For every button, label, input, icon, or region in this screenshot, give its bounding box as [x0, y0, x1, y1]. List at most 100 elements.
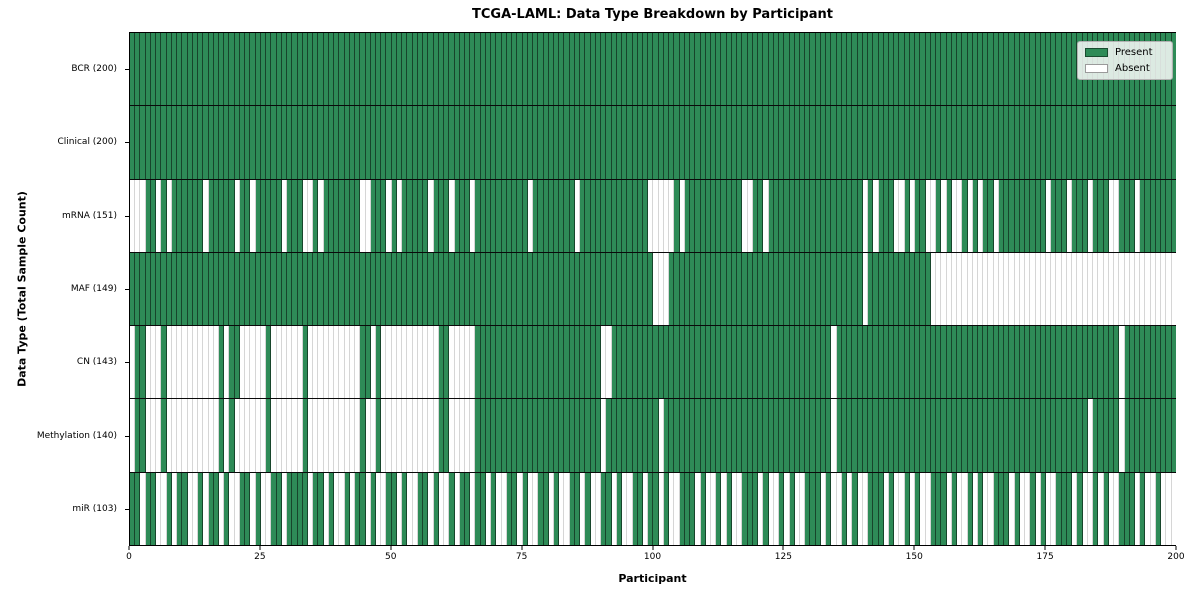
- heatmap-cell: [637, 179, 643, 252]
- heatmap-cell: [731, 179, 738, 252]
- heatmap-cell: [1004, 179, 1010, 252]
- heatmap-cell: [438, 252, 445, 326]
- heatmap-cell: [637, 33, 643, 106]
- heatmap-cell: [171, 472, 178, 545]
- heatmap-cell: [182, 472, 188, 545]
- heatmap-cell: [1114, 252, 1120, 326]
- heatmap-cell: [1171, 179, 1176, 252]
- heatmap-cell: [747, 179, 753, 252]
- heatmap-cell: [1051, 252, 1057, 326]
- heatmap-cell: [1140, 106, 1146, 179]
- heatmap-cell: [794, 472, 800, 545]
- heatmap-cell: [543, 252, 549, 326]
- heatmap-cell: [569, 399, 575, 472]
- heatmap-cell: [642, 106, 649, 179]
- heatmap-cell: [794, 179, 800, 252]
- heatmap-cell: [381, 252, 387, 326]
- heatmap-cell: [758, 472, 764, 545]
- heatmap-cell: [852, 252, 858, 326]
- heatmap-cell: [742, 399, 748, 472]
- heatmap-cell: [491, 106, 497, 179]
- heatmap-cell: [281, 472, 288, 545]
- heatmap-cell: [501, 106, 507, 179]
- heatmap-cell: [229, 326, 235, 399]
- heatmap-cell: [779, 326, 785, 399]
- x-tick-mark: [259, 546, 261, 550]
- heatmap-cell: [1046, 252, 1052, 326]
- heatmap-cell: [344, 326, 350, 399]
- heatmap-cell: [1082, 399, 1088, 472]
- heatmap-cell: [287, 33, 293, 106]
- heatmap-cell: [1066, 326, 1073, 399]
- heatmap-cell: [218, 472, 225, 545]
- heatmap-cell: [1004, 33, 1010, 106]
- heatmap-cell: [396, 399, 403, 472]
- heatmap-cell: [355, 399, 361, 472]
- heatmap-cell: [731, 326, 738, 399]
- heatmap-cell: [130, 106, 136, 179]
- heatmap-cell: [888, 179, 895, 252]
- heatmap-cell: [1166, 326, 1172, 399]
- heatmap-cell: [663, 33, 670, 106]
- heatmap-cell: [862, 106, 869, 179]
- heatmap-cell: [569, 252, 575, 326]
- heatmap-cell: [150, 326, 157, 399]
- heatmap-cell: [276, 179, 282, 252]
- heatmap-cell: [852, 179, 858, 252]
- heatmap-cell: [234, 179, 240, 252]
- heatmap-cell: [841, 106, 848, 179]
- heatmap-cell: [857, 106, 863, 179]
- heatmap-cell: [648, 399, 654, 472]
- heatmap-cell: [370, 472, 377, 545]
- heatmap-cell: [161, 252, 167, 326]
- heatmap-cell: [553, 399, 560, 472]
- heatmap-cell: [266, 399, 272, 472]
- y-tick-label-miR: miR (103): [72, 504, 117, 515]
- heatmap-cell: [1056, 179, 1062, 252]
- heatmap-cell: [585, 326, 591, 399]
- heatmap-cell: [763, 252, 769, 326]
- heatmap-cell: [318, 179, 324, 252]
- heatmap-cell: [485, 472, 492, 545]
- heatmap-cell: [130, 326, 136, 399]
- heatmap-cell: [208, 252, 214, 326]
- heatmap-cell: [857, 252, 863, 326]
- heatmap-cell: [946, 472, 952, 545]
- heatmap-cell: [674, 106, 680, 179]
- heatmap-cell: [512, 106, 518, 179]
- heatmap-cell: [156, 326, 162, 399]
- heatmap-cell: [402, 326, 408, 399]
- heatmap-cell: [559, 33, 565, 106]
- heatmap-cell: [1077, 252, 1083, 326]
- heatmap-cell: [161, 179, 167, 252]
- heatmap-cell: [946, 326, 952, 399]
- heatmap-cell: [967, 252, 973, 326]
- y-tick-mark: [125, 509, 129, 511]
- heatmap-cell: [376, 106, 382, 179]
- heatmap-cell: [674, 179, 680, 252]
- heatmap-cell: [998, 33, 1005, 106]
- heatmap-cell: [1161, 252, 1167, 326]
- heatmap-cell: [899, 326, 905, 399]
- heatmap-cell: [459, 399, 465, 472]
- heatmap-cell: [669, 472, 675, 545]
- heatmap-cell: [731, 399, 738, 472]
- heatmap-cell: [590, 399, 596, 472]
- heatmap-cell: [302, 179, 308, 252]
- heatmap-cell: [800, 472, 806, 545]
- heatmap-cell: [423, 106, 429, 179]
- heatmap-cell: [150, 472, 157, 545]
- heatmap-cell: [349, 106, 356, 179]
- heatmap-cell: [836, 179, 842, 252]
- heatmap-cell: [820, 33, 827, 106]
- heatmap-cell: [784, 252, 790, 326]
- heatmap-cell: [679, 472, 685, 545]
- heatmap-cell: [946, 179, 952, 252]
- heatmap-cell: [224, 399, 230, 472]
- heatmap-cell: [491, 326, 497, 399]
- heatmap-cell: [402, 252, 408, 326]
- heatmap-cell: [663, 179, 670, 252]
- heatmap-cell: [1066, 33, 1073, 106]
- heatmap-cell: [245, 252, 251, 326]
- heatmap-cell: [166, 106, 172, 179]
